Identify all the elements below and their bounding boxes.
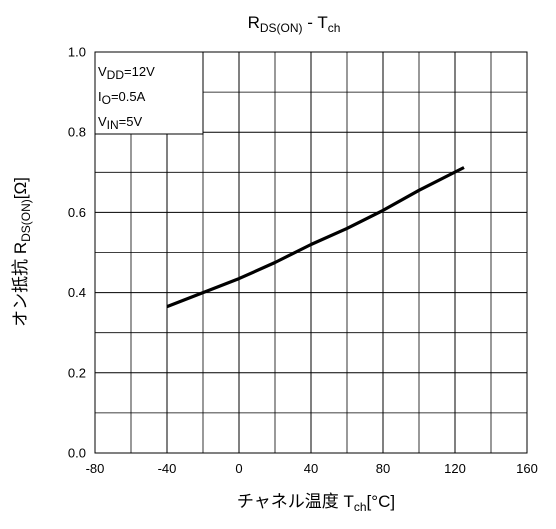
x-tick-label: 120 [444, 461, 466, 476]
condition-vdd: VDD=12V [98, 64, 155, 82]
condition-io: IO=0.5A [98, 89, 146, 107]
conditions-box-frame [94, 51, 204, 135]
x-tick-label: 40 [304, 461, 318, 476]
y-tick-label: 0.4 [68, 285, 86, 300]
x-tick-label: -80 [86, 461, 105, 476]
x-tick-labels: -80 -40 0 40 80 120 160 [86, 461, 538, 476]
condition-vin: VIN=5V [98, 114, 142, 132]
y-tick-label: 0.6 [68, 205, 86, 220]
x-tick-label: 0 [235, 461, 242, 476]
rds-on-curve [166, 166, 465, 309]
conditions-box: VDD=12V IO=0.5A VIN=5V [94, 51, 204, 135]
y-tick-label: 1.0 [68, 45, 86, 60]
y-tick-label: 0.8 [68, 125, 86, 140]
series-layer [166, 166, 465, 309]
y-tick-labels: 0.0 0.2 0.4 0.6 0.8 1.0 [68, 45, 86, 461]
y-tick-label: 0.2 [68, 365, 86, 380]
x-axis-label: チャネル温度 Tch[°C] [237, 492, 395, 514]
y-axis-label: オン抵抗 RDS(ON)[Ω] [11, 177, 33, 327]
y-tick-label: 0.0 [68, 446, 86, 461]
plot-frame [94, 51, 528, 454]
x-tick-label: -40 [158, 461, 177, 476]
x-tick-label: 160 [516, 461, 538, 476]
chart-title: RDS(ON) - Tch [248, 13, 341, 35]
x-tick-label: 80 [376, 461, 390, 476]
